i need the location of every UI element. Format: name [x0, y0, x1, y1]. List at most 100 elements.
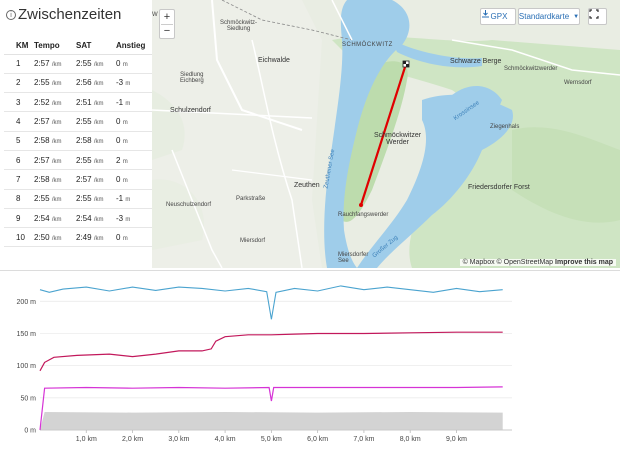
x-tick-label: 5,0 km: [261, 436, 282, 443]
split-row: 6 2:57 /km 2:55 /km 2 m: [4, 150, 152, 171]
split-row: 3 2:52 /km 2:51 /km -1 m: [4, 92, 152, 113]
profile-chart: 0 m 50 m 100 m 150 m 200 m 1,0 km 2,0 km 3,0 km…: [0, 270, 620, 447]
gpx-download-button[interactable]: GPX: [480, 8, 516, 25]
split-row: 8 2:55 /km 2:55 /km -1 m: [4, 189, 152, 209]
split-tempo: 2:58 /km: [34, 131, 76, 151]
split-km: 1: [4, 54, 34, 74]
split-tempo: 2:55 /km: [34, 189, 76, 209]
download-icon: [482, 10, 489, 18]
split-tempo: 2:55 /km: [34, 73, 76, 94]
map-style-select[interactable]: Standardkarte ▼: [518, 8, 580, 25]
route-line: [359, 63, 408, 206]
split-km: 9: [4, 208, 34, 229]
profile-chart-svg[interactable]: 0 m 50 m 100 m 150 m 200 m 1,0 km 2,0 km 3,0 km…: [0, 270, 620, 447]
split-tempo: 2:52 /km: [34, 92, 76, 113]
split-anstieg: -1 m: [116, 92, 152, 113]
split-anstieg: 0 m: [116, 131, 152, 151]
fullscreen-button[interactable]: [588, 8, 607, 25]
y-tick-label: 100 m: [17, 363, 37, 370]
x-tick-label: 9,0 km: [446, 436, 467, 443]
x-tick-label: 4,0 km: [215, 436, 236, 443]
map-label-schulzendorf: Schulzendorf: [170, 107, 211, 114]
map-label-eichwalde: Eichwalde: [258, 57, 290, 64]
zoom-in-button[interactable]: +: [163, 10, 171, 23]
map-label-schwarze-berge: Schwarze Berge: [450, 58, 502, 65]
split-sat: 2:58 /km: [76, 131, 116, 151]
split-tempo: 2:54 /km: [34, 208, 76, 229]
zoom-out-button[interactable]: −: [163, 24, 171, 37]
x-tick-label: 8,0 km: [400, 436, 421, 443]
route-map[interactable]: W Schmöckwitz- Siedlung Eichwalde SCHMÖC…: [152, 0, 620, 268]
split-anstieg: -1 m: [116, 189, 152, 209]
map-label-siedlung-eichberg: Siedlung Eichberg: [180, 72, 204, 84]
split-row: 5 2:58 /km 2:58 /km 0 m: [4, 131, 152, 151]
series-line-2: [39, 386, 503, 431]
map-canvas[interactable]: [152, 0, 620, 268]
split-km: 2: [4, 73, 34, 94]
x-tick-label: 6,0 km: [307, 436, 328, 443]
x-tick-label: 2,0 km: [122, 436, 143, 443]
col-anstieg[interactable]: Anstieg: [116, 38, 152, 55]
y-tick-label: 50 m: [20, 395, 36, 402]
split-sat: 2:55 /km: [76, 54, 116, 74]
split-sat: 2:57 /km: [76, 169, 116, 190]
info-icon[interactable]: i: [6, 9, 16, 20]
split-row: 1 2:57 /km 2:55 /km 0 m: [4, 54, 152, 74]
split-anstieg: 0 m: [116, 54, 152, 74]
x-tick-label: 7,0 km: [353, 436, 374, 443]
attribution-improve[interactable]: Improve this map: [555, 259, 613, 266]
split-anstieg: 0 m: [116, 169, 152, 190]
splits-table: KM Tempo SAT Anstieg 1 2:57 /km 2:55 /km 0 …: [4, 38, 152, 248]
split-row: 2 2:55 /km 2:56 /km -3 m: [4, 73, 152, 94]
map-label-schmoeckwitzer-werder: Schmöckwitzer Werder: [374, 132, 422, 146]
chart-divider: [0, 270, 620, 271]
split-km: 10: [4, 227, 34, 248]
split-anstieg: 0 m: [116, 111, 152, 132]
col-sat[interactable]: SAT: [76, 38, 116, 55]
col-tempo[interactable]: Tempo: [34, 38, 76, 55]
split-km: 5: [4, 131, 34, 151]
split-anstieg: -3 m: [116, 208, 152, 229]
map-label-zeuthen: Zeuthen: [294, 182, 320, 189]
split-anstieg: 2 m: [116, 150, 152, 171]
series-line-1: [39, 331, 503, 372]
split-sat: 2:56 /km: [76, 73, 116, 94]
map-label-miersdorf: Miersdorf: [240, 238, 266, 244]
caret-down-icon: ▼: [573, 13, 580, 20]
split-row: 7 2:58 /km 2:57 /km 0 m: [4, 169, 152, 190]
attribution-mapbox[interactable]: © Mapbox: [462, 259, 495, 266]
split-km: 8: [4, 189, 34, 209]
map-label-schmoeckwitz: SCHMÖCKWITZ: [342, 42, 393, 48]
split-tempo: 2:58 /km: [34, 169, 76, 190]
split-anstieg: -3 m: [116, 73, 152, 94]
map-label-neuschulzendorf: Neuschulzendorf: [166, 202, 212, 208]
map-label-schmoeckwitz-siedlung: Schmöckwitz- Siedlung: [220, 20, 258, 32]
map-label-friedersdorfer-forst: Friedersdorfer Forst: [468, 184, 530, 191]
map-label-w: W: [152, 12, 158, 18]
route-start-marker: [359, 203, 363, 207]
split-sat: 2:51 /km: [76, 92, 116, 113]
split-tempo: 2:50 /km: [34, 227, 76, 248]
col-km[interactable]: KM: [4, 38, 34, 55]
split-tempo: 2:57 /km: [34, 54, 76, 74]
map-label-wernsdorf: Wernsdorf: [564, 80, 592, 86]
splits-header-row: KM Tempo SAT Anstieg: [4, 38, 152, 55]
split-tempo: 2:57 /km: [34, 150, 76, 171]
split-sat: 2:55 /km: [76, 111, 116, 132]
y-tick-label: 150 m: [17, 331, 37, 338]
split-row: 10 2:50 /km 2:49 /km 0 m: [4, 227, 152, 248]
map-attribution: © Mapbox © OpenStreetMap Improve this ma…: [459, 259, 616, 266]
x-tick-label: 3,0 km: [168, 436, 189, 443]
series-gray-area: [40, 412, 503, 430]
splits-title: i Zwischenzeiten: [6, 6, 121, 23]
split-tempo: 2:57 /km: [34, 111, 76, 132]
split-row: 9 2:54 /km 2:54 /km -3 m: [4, 208, 152, 229]
y-tick-label: 200 m: [17, 299, 37, 306]
zoom-controls: + −: [159, 9, 175, 39]
attribution-osm[interactable]: © OpenStreetMap: [496, 259, 554, 266]
split-row: 4 2:57 /km 2:55 /km 0 m: [4, 111, 152, 132]
split-sat: 2:49 /km: [76, 227, 116, 248]
map-label-schmoeckwitzwerder: Schmöckwitzwerder: [504, 66, 558, 72]
map-label-parkstrasse: Parkstraße: [236, 196, 266, 202]
